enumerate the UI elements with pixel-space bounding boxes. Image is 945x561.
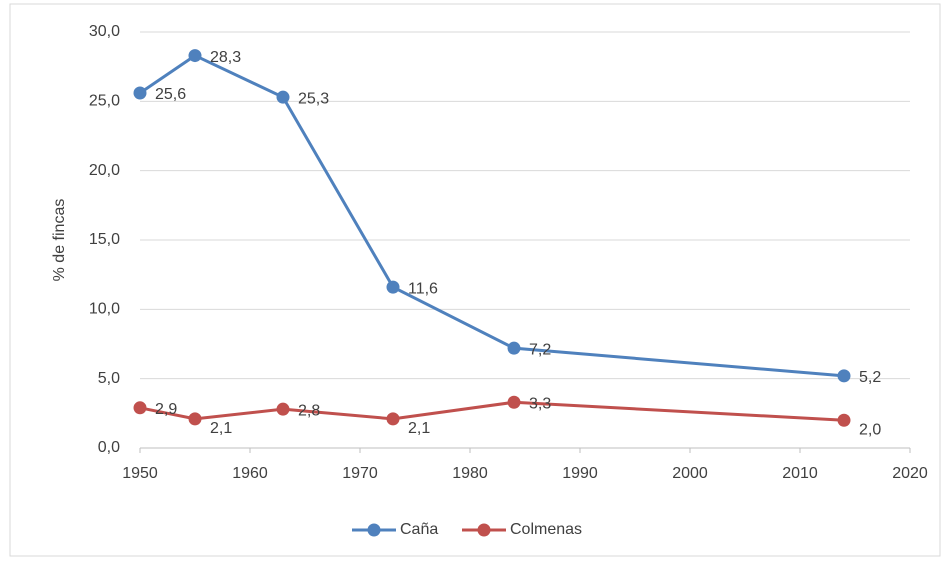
- data-label: 3,3: [529, 395, 551, 412]
- data-label: 2,8: [298, 402, 320, 419]
- point: [837, 413, 851, 427]
- point: [507, 341, 521, 355]
- data-label: 5,2: [859, 369, 881, 386]
- line: [139, 400, 845, 422]
- point: [188, 412, 202, 426]
- legend-label: Caña: [400, 521, 438, 538]
- data-label: 2,0: [859, 421, 881, 438]
- data-label: 2,9: [155, 401, 177, 418]
- x-tick-label: 2000: [672, 465, 708, 482]
- point: [837, 369, 851, 383]
- data-label: 2,1: [408, 420, 430, 437]
- x-tick-label: 2020: [892, 465, 928, 482]
- data-label: 11,6: [408, 280, 438, 297]
- chart-border: [9, 3, 941, 557]
- point: [133, 401, 147, 415]
- x-tick-label: 1960: [232, 465, 268, 482]
- x-tick-label: 1980: [452, 465, 488, 482]
- data-label: 2,1: [210, 420, 232, 437]
- point: [507, 395, 521, 409]
- y-tick-label: 20,0: [89, 162, 120, 179]
- line: [139, 53, 845, 378]
- data-label: 28,3: [210, 49, 241, 66]
- x-tick-label: 2010: [782, 465, 818, 482]
- y-axis-title: % de fincas: [51, 199, 68, 282]
- y-tick-label: 5,0: [98, 370, 120, 387]
- y-tick-label: 30,0: [89, 23, 120, 40]
- data-label: 25,3: [298, 90, 329, 107]
- point: [188, 49, 202, 63]
- x-tick-label: 1950: [122, 465, 158, 482]
- y-tick-label: 25,0: [89, 93, 120, 110]
- y-tick-label: 10,0: [89, 301, 120, 318]
- legend-marker: [367, 523, 381, 537]
- point: [276, 402, 290, 416]
- point: [386, 280, 400, 294]
- legend-label: Colmenas: [510, 521, 582, 538]
- data-label: 25,6: [155, 86, 186, 103]
- point: [386, 412, 400, 426]
- data-label: 7,2: [529, 341, 551, 358]
- y-tick-label: 0,0: [98, 439, 120, 456]
- legend-marker: [477, 523, 491, 537]
- y-tick-label: 15,0: [89, 231, 120, 248]
- x-tick-label: 1970: [342, 465, 378, 482]
- point: [276, 90, 290, 104]
- x-tick-label: 1990: [562, 465, 598, 482]
- point: [133, 86, 147, 100]
